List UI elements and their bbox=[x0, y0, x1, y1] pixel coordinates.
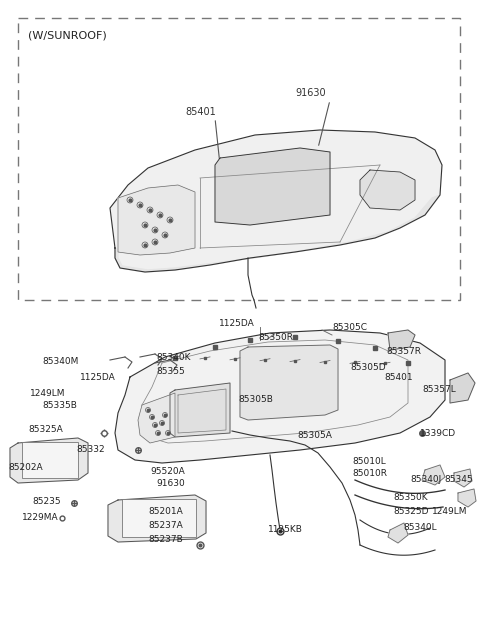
Text: 85305C: 85305C bbox=[332, 323, 367, 332]
Text: 85401: 85401 bbox=[185, 107, 216, 117]
Polygon shape bbox=[10, 438, 88, 483]
Polygon shape bbox=[108, 495, 206, 542]
Text: 85305A: 85305A bbox=[297, 431, 332, 440]
Text: 85237A: 85237A bbox=[148, 521, 183, 530]
Bar bbox=[18, 18, 460, 300]
Bar bbox=[22, 442, 78, 478]
Text: 85340M: 85340M bbox=[42, 357, 78, 367]
Polygon shape bbox=[388, 330, 415, 350]
Text: 85350R: 85350R bbox=[258, 334, 293, 343]
Polygon shape bbox=[110, 130, 442, 272]
Text: 85357R: 85357R bbox=[386, 348, 421, 357]
Polygon shape bbox=[458, 489, 476, 507]
Text: 85340K: 85340K bbox=[156, 353, 191, 362]
Text: 95520A: 95520A bbox=[150, 468, 185, 477]
Text: 85335B: 85335B bbox=[42, 401, 77, 410]
Text: 85305B: 85305B bbox=[238, 396, 273, 404]
Text: 85340L: 85340L bbox=[403, 523, 437, 532]
Polygon shape bbox=[215, 148, 330, 225]
Text: (W/SUNROOF): (W/SUNROOF) bbox=[28, 30, 107, 40]
Text: 85010L: 85010L bbox=[352, 458, 386, 466]
Polygon shape bbox=[454, 469, 472, 487]
Polygon shape bbox=[170, 383, 230, 437]
Text: 1249LM: 1249LM bbox=[30, 389, 65, 397]
Polygon shape bbox=[115, 195, 440, 272]
Text: 85350K: 85350K bbox=[393, 493, 428, 502]
Polygon shape bbox=[118, 185, 195, 255]
Bar bbox=[122, 499, 196, 537]
Text: 85340J: 85340J bbox=[410, 475, 441, 484]
Text: 1249LM: 1249LM bbox=[432, 507, 468, 516]
Text: 85325A: 85325A bbox=[28, 426, 63, 435]
Text: 85357L: 85357L bbox=[422, 385, 456, 394]
Text: 85201A: 85201A bbox=[148, 507, 183, 516]
Text: 85401: 85401 bbox=[384, 374, 413, 383]
Text: 1229MA: 1229MA bbox=[22, 514, 59, 523]
Text: 85010R: 85010R bbox=[352, 470, 387, 479]
Text: 1339CD: 1339CD bbox=[420, 429, 456, 438]
Text: 85202A: 85202A bbox=[8, 463, 43, 472]
Polygon shape bbox=[138, 393, 175, 443]
Polygon shape bbox=[388, 523, 408, 543]
Polygon shape bbox=[360, 170, 415, 210]
Text: 85325D: 85325D bbox=[393, 507, 429, 516]
Text: 85355: 85355 bbox=[156, 367, 185, 376]
Polygon shape bbox=[422, 465, 445, 485]
Text: 85237B: 85237B bbox=[148, 535, 183, 544]
Text: 1125DA: 1125DA bbox=[80, 374, 116, 383]
Text: 85305D: 85305D bbox=[350, 364, 385, 373]
Polygon shape bbox=[240, 345, 338, 420]
Text: 91630: 91630 bbox=[295, 88, 325, 98]
Polygon shape bbox=[450, 373, 475, 403]
Text: 85235: 85235 bbox=[32, 498, 60, 507]
Polygon shape bbox=[115, 330, 445, 463]
Text: 85345: 85345 bbox=[444, 475, 473, 484]
Text: 85332: 85332 bbox=[76, 445, 105, 454]
Text: 91630: 91630 bbox=[156, 479, 185, 488]
Text: 1125DA: 1125DA bbox=[219, 318, 255, 328]
Text: 1125KB: 1125KB bbox=[268, 525, 303, 534]
